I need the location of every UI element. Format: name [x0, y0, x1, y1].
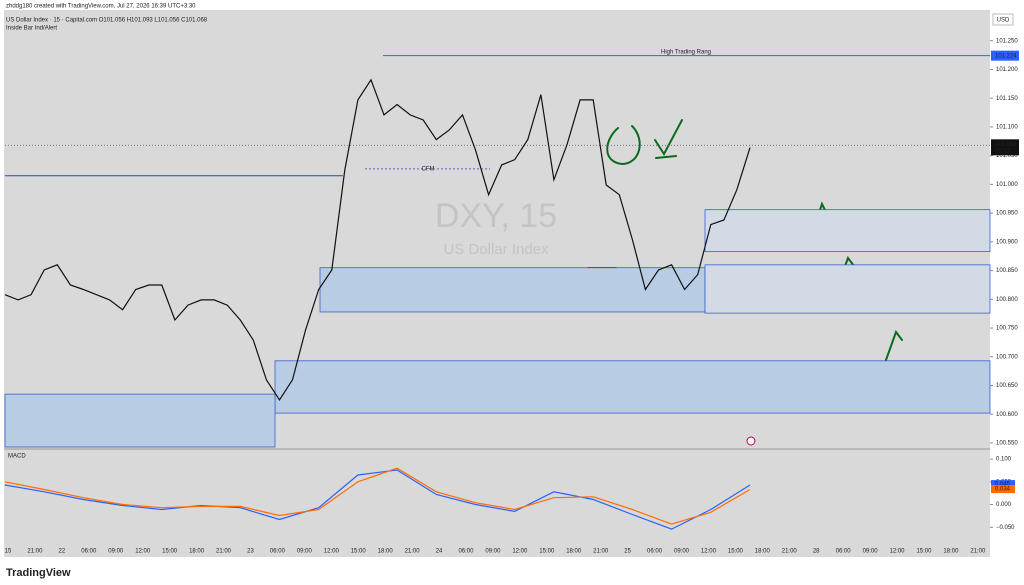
x-tick-label: 24 [436, 549, 443, 555]
x-tick-label: 21:00 [593, 549, 609, 555]
x-tick-label: 15:00 [162, 549, 178, 555]
x-tick-label: 15 [5, 549, 12, 555]
macd-badge [991, 485, 1015, 494]
x-tick-label: 12:00 [701, 549, 717, 555]
y-tick-label: 101.200 [996, 67, 1018, 73]
y-tick-label: −0.050 [996, 525, 1015, 531]
y-tick-label: 100.600 [996, 412, 1018, 418]
x-tick-label: 23 [247, 549, 254, 555]
macd-value: 0.034 [995, 487, 1011, 493]
currency-box[interactable] [992, 13, 1014, 26]
x-tick-label: 21:00 [970, 549, 986, 555]
x-tick-label: 18:00 [755, 549, 771, 555]
x-tick-label: 18:00 [566, 549, 582, 555]
x-tick-label: 09:00 [674, 549, 690, 555]
y-tick-label: 100.550 [996, 441, 1018, 447]
x-tick-label: 06:00 [647, 549, 663, 555]
macd-badge [991, 480, 1015, 489]
brand: TradingView [6, 567, 71, 579]
x-tick-label: 25 [624, 549, 631, 555]
x-tick-label: 18:00 [378, 549, 394, 555]
y-tick-label: 100.650 [996, 383, 1018, 389]
y-tick-label: 101.050 [996, 153, 1018, 159]
y-tick-label: 100.800 [996, 297, 1018, 303]
x-tick-label: 15:00 [728, 549, 744, 555]
price-line [4, 78, 751, 402]
x-tick-label: 21:00 [782, 549, 798, 555]
y-tick-label: 0.100 [996, 457, 1012, 463]
macd-title: MACD [8, 454, 26, 460]
y-tick-label: 100.750 [996, 326, 1018, 332]
indicator: Inside Bar Ind/Alert [6, 26, 57, 32]
watermark-sub: US Dollar Index [443, 241, 549, 258]
y-tick-label: 100.850 [996, 268, 1018, 274]
x-tick-label: 15:00 [916, 549, 932, 555]
x-tick-label: 06:00 [836, 549, 852, 555]
symbol: US Dollar Index · 15 · Capital.com O101.… [6, 18, 208, 24]
x-tick-label: 22 [59, 549, 66, 555]
y-tick-label: 101.150 [996, 96, 1018, 102]
x-tick-label: 18:00 [189, 549, 205, 555]
y-tick-label: 0.000 [996, 502, 1012, 508]
y-tick-label: 100.950 [996, 211, 1018, 217]
y-tick-label: 101.250 [996, 38, 1018, 44]
y-tick-label: 101.000 [996, 182, 1018, 188]
zone [274, 360, 991, 414]
countdown: 05:17 [995, 149, 1011, 155]
x-tick-label: 12:00 [512, 549, 528, 555]
y-tick-label: 100.900 [996, 239, 1018, 245]
macd-value: 0.045 [995, 482, 1011, 488]
credit: zhddg180 created with TradingView.com, J… [6, 4, 196, 10]
zone [704, 264, 991, 314]
x-tick-label: 09:00 [863, 549, 879, 555]
currency[interactable]: USD [997, 18, 1010, 24]
watermark: DXY, 15 [435, 197, 557, 235]
cfm-label: CFM [422, 166, 435, 172]
x-tick-label: 21:00 [27, 549, 43, 555]
x-tick-label: 09:00 [297, 549, 313, 555]
x-tick-label: 06:00 [81, 549, 97, 555]
zone [4, 393, 276, 448]
x-tick-label: 15:00 [351, 549, 367, 555]
x-tick-label: 21:00 [216, 549, 232, 555]
high-range-value: 101.224 [995, 53, 1017, 59]
x-tick-label: 06:00 [270, 549, 286, 555]
signal-line [4, 467, 751, 525]
macd-line [4, 469, 751, 530]
zone [319, 267, 706, 313]
last-value: 101.068 [995, 142, 1017, 148]
x-tick-label: 06:00 [458, 549, 474, 555]
y-tick-label: 101.100 [996, 125, 1018, 131]
zone [704, 209, 991, 253]
x-tick-label: 28 [813, 549, 820, 555]
x-tick-label: 21:00 [405, 549, 421, 555]
x-tick-label: 18:00 [943, 549, 959, 555]
x-tick-label: 12:00 [135, 549, 151, 555]
x-tick-label: 12:00 [890, 549, 906, 555]
high-range-label: High Trading Rang [661, 49, 711, 55]
x-tick-label: 12:00 [324, 549, 340, 555]
x-tick-label: 09:00 [108, 549, 124, 555]
x-tick-label: 15:00 [539, 549, 555, 555]
last-badge [991, 139, 1019, 156]
x-tick-label: 09:00 [485, 549, 501, 555]
high-range-badge [991, 50, 1019, 61]
icon[interactable] [746, 436, 756, 446]
y-tick-label: 100.700 [996, 354, 1018, 360]
